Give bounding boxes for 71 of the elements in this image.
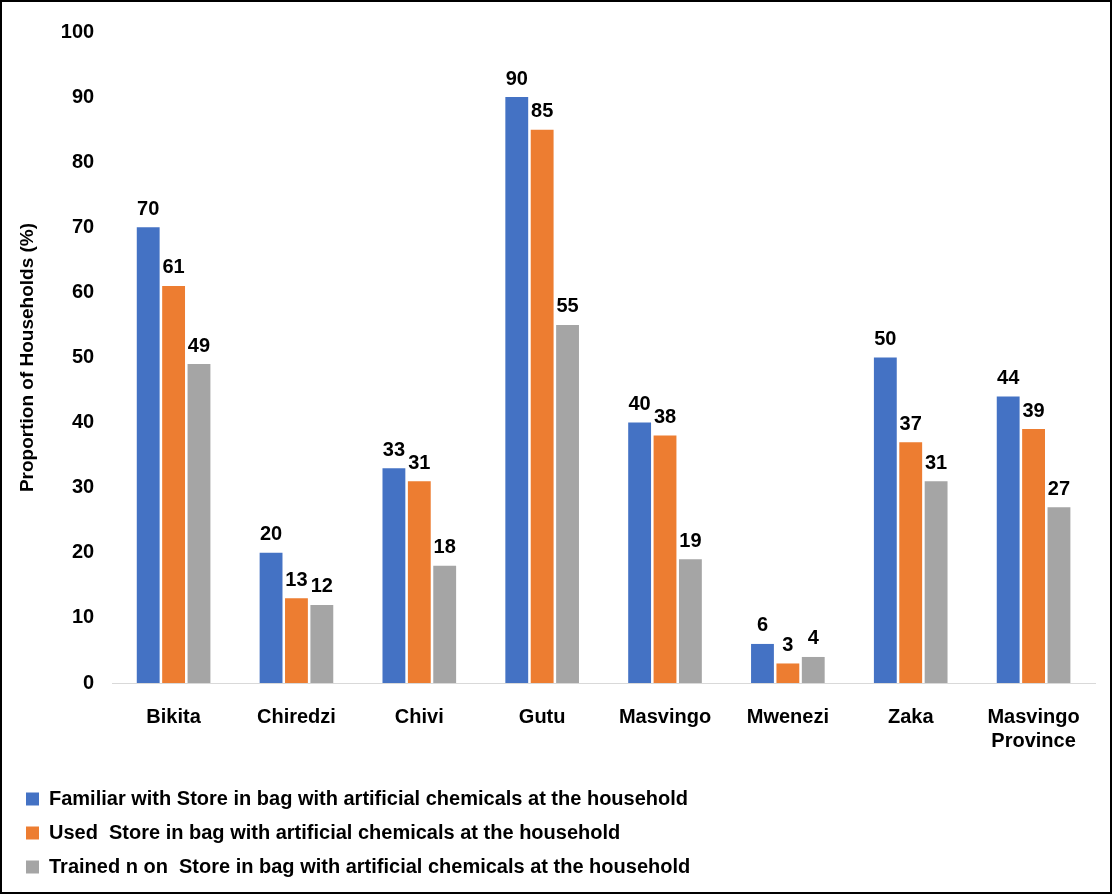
legend-label: Familiar with Store in bag with artificial chemicals at the household [49,786,689,809]
bar [801,656,825,683]
bar [382,468,406,683]
bar [899,442,923,683]
bar [259,552,283,683]
bar [776,663,800,683]
data-label: 37 [899,411,922,434]
y-tick-label: 80 [71,149,95,172]
data-label: 31 [408,450,431,473]
data-label: 38 [653,405,677,428]
bar [505,97,529,683]
legend-label: Trained n on Store in bag with artificial chemicals at the household [49,854,691,877]
bar [407,481,431,683]
y-tick-label: 0 [83,670,95,693]
bar [1022,429,1045,683]
data-label: 3 [782,632,794,655]
data-label: 70 [137,196,160,219]
data-label: 55 [556,294,579,317]
data-label: 39 [1022,398,1045,421]
bar [162,285,186,683]
bar [136,227,160,683]
bar [678,559,702,683]
bar [924,481,948,683]
data-label: 6 [756,613,769,636]
data-label: 12 [310,574,333,597]
data-label: 50 [874,327,897,350]
y-tick-label: 40 [71,410,95,433]
bar [530,129,554,683]
bar [751,643,774,683]
data-label: 18 [433,535,456,558]
y-tick-label: 10 [71,605,95,628]
data-label: 20 [259,522,283,545]
bar [310,604,334,683]
data-label: 40 [628,392,651,415]
bar [628,422,652,683]
y-tick-label: 100 [60,19,95,42]
data-label: 85 [531,99,554,122]
x-tick-label: Chiredzi [257,704,336,727]
bar [996,396,1020,683]
bar [873,357,897,683]
x-tick-label: Zaka [887,704,935,727]
y-tick-label: 90 [71,84,95,107]
data-label: 49 [187,333,211,356]
y-tick-label: 20 [71,540,95,563]
y-tick-label: 70 [71,214,95,237]
bar [187,364,211,683]
bar [653,435,677,683]
y-axis-title: Proportion of Households (%) [15,222,37,493]
data-label: 31 [924,450,948,473]
bar [556,324,579,683]
legend-label: Used Store in bag with artificial chemicals at the household [49,820,621,843]
bar [433,565,457,683]
x-tick-label: Masvingo Province [987,704,1080,751]
data-label: 13 [285,567,308,590]
data-label: 27 [1047,476,1071,499]
x-tick-label: Mwenezi [746,704,829,727]
y-tick-label: 50 [71,345,95,368]
bar [1047,507,1071,683]
x-tick-label: Bikita [146,704,202,727]
data-label: 33 [382,437,406,460]
data-label: 19 [679,528,702,551]
x-tick-label: Gutu [518,704,566,727]
x-tick-label: Chivi [394,704,444,727]
data-label: 90 [505,66,528,89]
y-tick-label: 30 [71,475,95,498]
bar [285,598,308,683]
data-label: 61 [162,255,185,278]
x-tick-label: Masvingo [618,704,712,727]
data-label: 44 [997,366,1021,389]
y-tick-label: 60 [71,279,95,302]
data-label: 4 [807,626,820,649]
